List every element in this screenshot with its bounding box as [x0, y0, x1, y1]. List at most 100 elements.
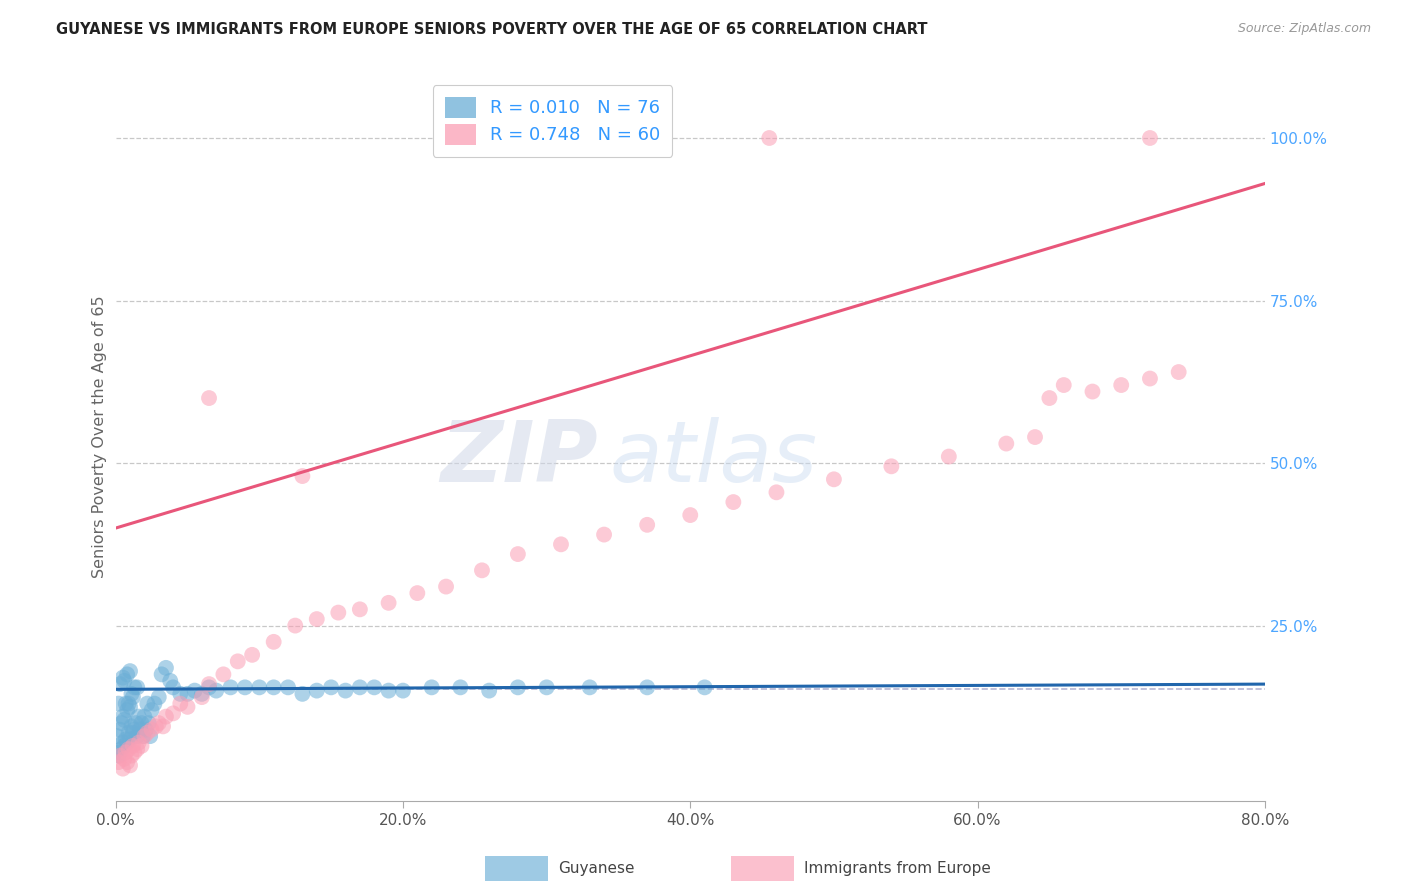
Point — [471, 563, 494, 577]
Point — [125, 716, 148, 731]
Point — [191, 690, 214, 705]
Point — [111, 762, 134, 776]
Point — [506, 547, 529, 561]
Point — [155, 709, 177, 723]
Point — [124, 723, 146, 737]
Point — [121, 687, 143, 701]
Point — [111, 736, 134, 750]
Point — [233, 681, 256, 695]
Point — [112, 713, 135, 727]
Point — [128, 736, 150, 750]
Point — [335, 683, 357, 698]
Point — [127, 742, 149, 756]
Point — [118, 732, 141, 747]
Point — [377, 596, 399, 610]
Point — [392, 683, 415, 698]
Point — [136, 697, 159, 711]
Point — [121, 748, 143, 763]
Point — [363, 681, 385, 695]
Point — [121, 719, 143, 733]
Point — [593, 527, 616, 541]
Point — [536, 681, 558, 695]
Point — [938, 450, 960, 464]
Point — [128, 709, 150, 723]
Point — [176, 699, 198, 714]
Point — [212, 667, 235, 681]
Point — [108, 745, 131, 759]
Point — [578, 681, 600, 695]
Point — [159, 673, 181, 688]
Point — [112, 739, 135, 753]
Point — [198, 391, 221, 405]
Point — [226, 654, 249, 668]
Point — [1053, 378, 1076, 392]
Point — [118, 699, 141, 714]
Point — [135, 723, 157, 737]
Point — [108, 677, 131, 691]
Point — [198, 677, 221, 691]
Point — [291, 469, 314, 483]
Point — [124, 681, 146, 695]
Point — [115, 703, 138, 717]
Point — [118, 664, 141, 678]
Point — [148, 690, 170, 705]
Point — [141, 723, 163, 737]
Text: atlas: atlas — [610, 417, 818, 500]
Point — [277, 681, 299, 695]
Point — [880, 459, 903, 474]
Point — [377, 683, 399, 698]
Point — [112, 673, 135, 688]
Point — [122, 739, 145, 753]
Point — [115, 755, 138, 769]
Text: Source: ZipAtlas.com: Source: ZipAtlas.com — [1237, 22, 1371, 36]
Point — [162, 681, 184, 695]
Point — [107, 755, 129, 769]
Point — [406, 586, 429, 600]
Text: ZIP: ZIP — [440, 417, 599, 500]
Point — [107, 748, 129, 763]
Point — [247, 681, 270, 695]
Point — [114, 732, 136, 747]
Point — [141, 703, 163, 717]
Point — [115, 667, 138, 681]
Point — [291, 687, 314, 701]
Point — [117, 726, 139, 740]
Point — [478, 683, 501, 698]
Point — [636, 517, 658, 532]
Point — [349, 602, 371, 616]
Point — [1109, 378, 1132, 392]
Point — [219, 681, 242, 695]
Point — [693, 681, 716, 695]
Point — [132, 729, 155, 743]
Point — [1167, 365, 1189, 379]
Point — [995, 436, 1018, 450]
Point — [240, 648, 263, 662]
Point — [1024, 430, 1046, 444]
Point — [198, 681, 221, 695]
Point — [305, 612, 328, 626]
Point — [162, 706, 184, 721]
Point — [169, 697, 191, 711]
Point — [183, 683, 205, 698]
Point — [169, 687, 191, 701]
Point — [191, 687, 214, 701]
Point — [114, 745, 136, 759]
Point — [143, 697, 166, 711]
Point — [420, 681, 443, 695]
Point — [108, 748, 131, 763]
Point — [108, 723, 131, 737]
Point — [134, 709, 156, 723]
Point — [112, 752, 135, 766]
Point — [136, 726, 159, 740]
Point — [263, 681, 285, 695]
Point — [758, 131, 780, 145]
Point — [145, 719, 167, 733]
Point — [723, 495, 745, 509]
Point — [150, 667, 173, 681]
Point — [1139, 131, 1161, 145]
Point — [129, 723, 152, 737]
Point — [449, 681, 471, 695]
Point — [134, 729, 156, 743]
Point — [328, 606, 350, 620]
Point — [124, 745, 146, 759]
